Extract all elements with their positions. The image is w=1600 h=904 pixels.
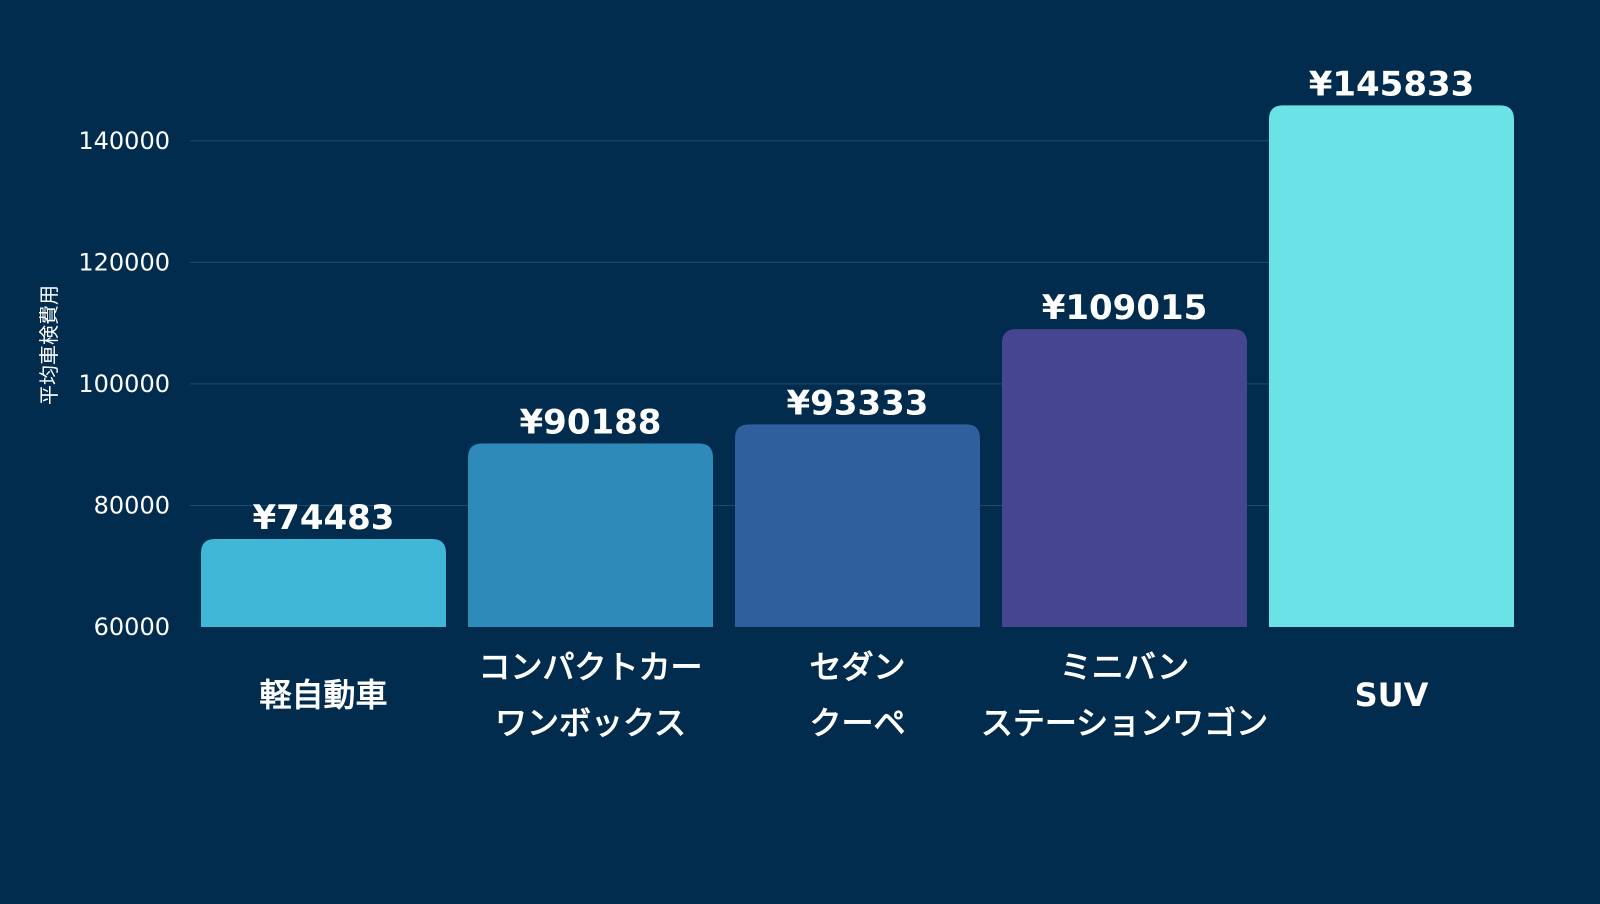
bar	[1002, 329, 1247, 627]
y-tick-label: 80000	[94, 491, 170, 519]
x-tick-label: クーペ	[809, 704, 905, 742]
y-axis-label: 平均車検費用	[37, 285, 61, 405]
value-labels: ¥74483 ¥90188 ¥93333 ¥109015 ¥145833	[253, 64, 1475, 538]
bar-value-label: ¥109015	[1042, 288, 1208, 328]
y-tick-label: 100000	[78, 370, 170, 398]
x-tick-label: ワンボックス	[495, 704, 686, 742]
bar-value-label: ¥93333	[787, 383, 929, 423]
bar	[468, 443, 713, 627]
y-tick-label: 120000	[78, 248, 170, 276]
x-tick-label: ミニバン	[1060, 648, 1190, 686]
y-axis-ticks: 60000 80000 100000 120000 140000	[78, 127, 170, 641]
x-tick-label: ステーションワゴン	[981, 704, 1268, 742]
x-tick-label: SUV	[1355, 676, 1429, 714]
y-tick-label: 140000	[78, 127, 170, 155]
bar	[201, 538, 446, 627]
bars	[201, 105, 1514, 627]
bar-value-label: ¥90188	[520, 403, 662, 443]
x-tick-label: コンパクトカー	[478, 648, 702, 686]
bar	[1269, 105, 1514, 627]
x-tick-label: 軽自動車	[259, 676, 387, 714]
x-tick-label: セダン	[809, 648, 905, 686]
bar-value-label: ¥74483	[253, 498, 395, 538]
y-tick-label: 60000	[94, 613, 170, 641]
bar-value-label: ¥145833	[1309, 64, 1475, 104]
bar	[735, 424, 980, 627]
